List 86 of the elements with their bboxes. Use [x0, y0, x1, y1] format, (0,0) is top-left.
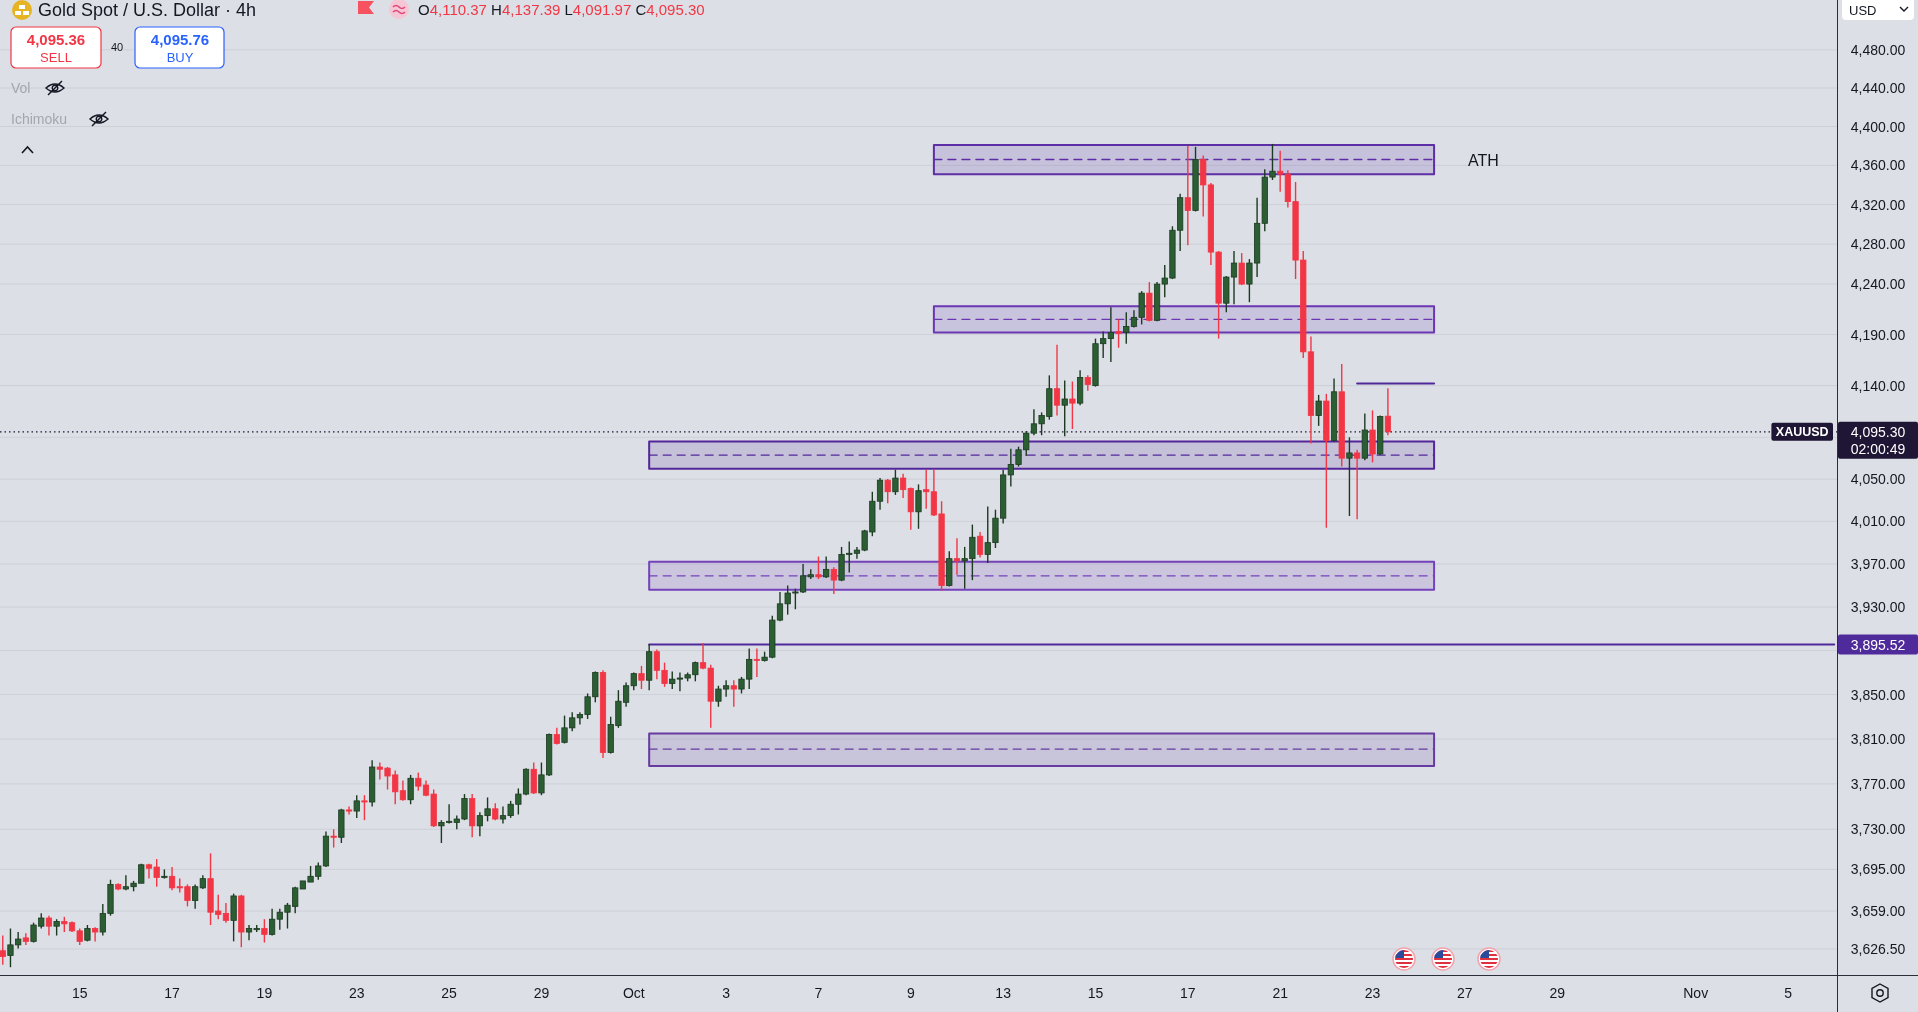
x-tick-label: 7	[814, 985, 823, 1001]
candlestick	[92, 926, 99, 943]
candlestick	[45, 914, 53, 937]
candlestick	[1115, 318, 1122, 349]
text: USD	[1849, 3, 1877, 18]
annotation: 4,095.76	[150, 31, 210, 48]
annotation: Vol	[11, 80, 31, 96]
candlestick	[1384, 387, 1391, 436]
annotation: SELL	[40, 50, 72, 65]
y-tick-label: 4,280.00	[1850, 236, 1906, 253]
annotation: Ichimoku	[11, 111, 68, 127]
candlestick	[0, 934, 6, 966]
candlestick	[892, 468, 899, 496]
candlestick	[353, 794, 360, 819]
y-tick-label: 4,010.00	[1850, 513, 1906, 530]
x-tick-label: 29	[1549, 985, 1566, 1001]
candlestick	[261, 918, 268, 944]
candlestick	[1069, 380, 1076, 430]
candlestick	[638, 665, 645, 690]
y-tick-label: 3,626.50	[1850, 941, 1906, 957]
y-tick-label: 4,440.00	[1850, 80, 1906, 96]
x-tick-label: 3	[722, 985, 731, 1001]
x-tick-label: 15	[1087, 985, 1104, 1001]
x-tick-label: 13	[995, 985, 1012, 1001]
x-tick-label: 17	[164, 985, 181, 1001]
candlestick	[1053, 344, 1061, 417]
candlestick	[530, 761, 537, 795]
text: 4,095.30	[1850, 423, 1906, 440]
annotation: BUY	[166, 50, 194, 65]
text: 02:00:49	[1850, 440, 1906, 457]
y-tick-label: 3,770.00	[1850, 775, 1906, 792]
y-tick-label: 3,695.00	[1850, 861, 1906, 878]
candlestick	[192, 883, 199, 910]
x-tick-label: Nov	[1683, 985, 1709, 1001]
y-tick-label: 3,970.00	[1850, 556, 1906, 572]
candlestick	[830, 566, 837, 595]
x-tick-label: 19	[256, 985, 273, 1001]
candlestick	[953, 537, 961, 576]
x-tick-label: 23	[1364, 985, 1381, 1001]
x-tick-label: 5	[1784, 985, 1793, 1001]
candlestick	[330, 828, 337, 849]
x-tick-label: 29	[533, 985, 550, 1001]
candlestick	[753, 647, 760, 678]
y-tick-label: 3,930.00	[1850, 599, 1906, 616]
y-tick-label: 4,240.00	[1850, 276, 1906, 293]
y-tick-label: 4,320.00	[1850, 196, 1906, 213]
y-tick-label: 4,400.00	[1850, 118, 1906, 135]
x-tick-label: Oct	[622, 985, 645, 1001]
annotation: ATH	[1468, 151, 1499, 169]
candlestick	[407, 774, 414, 805]
candlestick	[730, 679, 737, 708]
candlestick	[976, 531, 984, 559]
chart-title: Gold Spot / U.S. Dollar · 4h	[38, 0, 257, 20]
x-tick-label: 15	[71, 985, 88, 1001]
candlestick	[1061, 379, 1068, 437]
text: 3,895.52	[1850, 636, 1906, 653]
x-tick-label: 17	[1180, 985, 1196, 1001]
y-tick-label: 4,360.00	[1850, 157, 1906, 174]
candlestick	[1184, 145, 1191, 246]
candlestick	[815, 555, 822, 580]
y-tick-label: 4,050.00	[1850, 471, 1906, 488]
y-tick-label: 3,810.00	[1850, 731, 1906, 747]
candlestick	[823, 555, 830, 579]
y-tick-label: 4,140.00	[1850, 377, 1906, 394]
y-tick-label: 4,190.00	[1850, 326, 1906, 343]
x-tick-label: 25	[441, 985, 458, 1001]
y-tick-label: 3,730.00	[1850, 821, 1906, 838]
y-tick-label: 3,659.00	[1850, 903, 1906, 920]
y-tick-label: 3,850.00	[1850, 686, 1906, 703]
candlestick	[884, 478, 891, 505]
candlestick	[1369, 409, 1376, 464]
candlestick	[915, 483, 922, 530]
y-tick-label: 4,480.00	[1850, 41, 1906, 58]
candlestick	[1354, 449, 1361, 520]
x-tick-label: 23	[348, 985, 365, 1001]
annotation: 4,095.36	[26, 31, 86, 48]
candlestick	[1238, 252, 1245, 286]
ref-line-label: XAUUSD	[1775, 425, 1829, 440]
x-tick-label: 9	[906, 985, 915, 1001]
x-tick-label: 21	[1272, 985, 1289, 1001]
annotation: 40	[110, 41, 124, 53]
x-tick-label: 27	[1457, 985, 1473, 1001]
chart-subtitle: O4,110.37 H4,137.39 L4,091.97 C4,095.30	[418, 1, 705, 18]
candlestick	[1346, 436, 1353, 517]
candlestick	[1315, 394, 1322, 427]
candlestick	[361, 794, 368, 821]
